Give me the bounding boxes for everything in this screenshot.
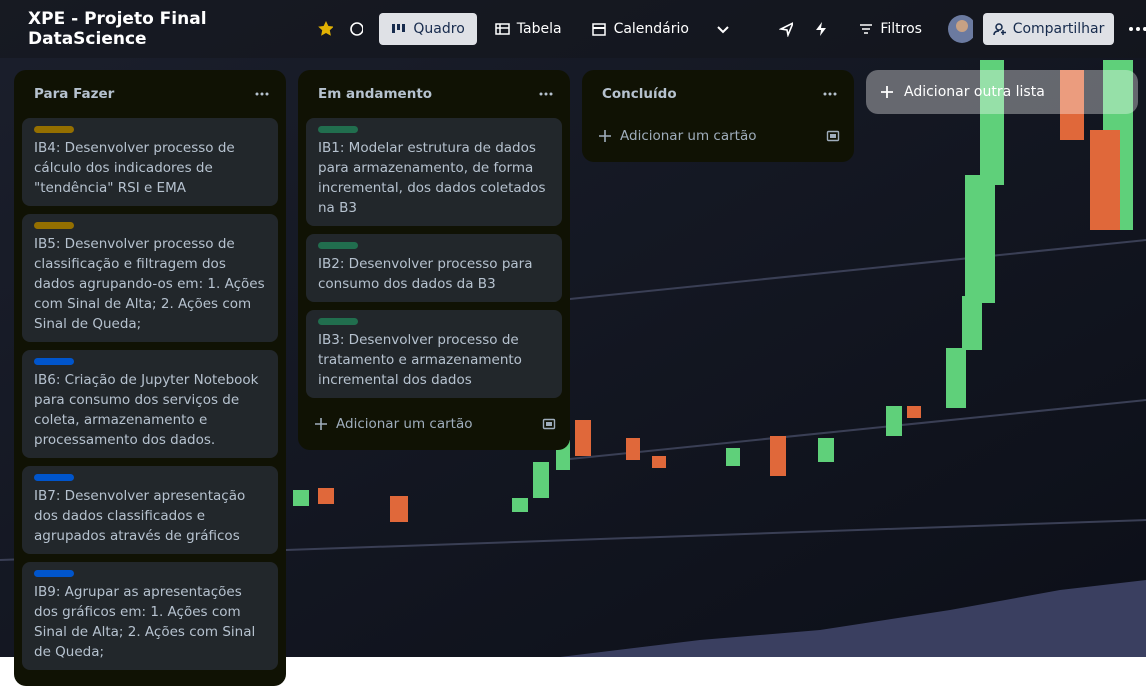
filters-button[interactable]: Filtros: [847, 13, 934, 45]
card[interactable]: IB3: Desenvolver processo de tratamento …: [306, 310, 562, 398]
automation-icon[interactable]: [813, 21, 827, 37]
list: Em andamento IB1: Modelar estrutura de da…: [298, 70, 570, 450]
card[interactable]: IB1: Modelar estrutura de dados para arm…: [306, 118, 562, 226]
plus-icon: [881, 86, 893, 98]
plus-icon: [599, 130, 611, 142]
list-menu-icon[interactable]: [822, 87, 838, 101]
list-header: Concluído: [582, 70, 854, 118]
view-icon: [591, 23, 606, 36]
list-menu-icon[interactable]: [254, 87, 270, 101]
card-text: IB4: Desenvolver processo de cálculo dos…: [34, 140, 235, 196]
template-icon: [542, 418, 556, 430]
card-text: IB5: Desenvolver processo de classificaç…: [34, 236, 265, 332]
add-list-button[interactable]: Adicionar outra lista: [866, 70, 1138, 114]
view-icon: [495, 23, 510, 35]
view-label: Quadro: [413, 21, 465, 37]
card[interactable]: IB7: Desenvolver apresentação dos dados …: [22, 466, 278, 554]
card-text: IB3: Desenvolver processo de tratamento …: [318, 332, 522, 388]
share-icon: [992, 23, 1006, 36]
header: XPE - Projeto Final DataScience Quadro Ta…: [0, 0, 1146, 58]
add-card-label: Adicionar um cartão: [620, 128, 757, 144]
add-card-label: Adicionar um cartão: [336, 416, 473, 432]
view-tab[interactable]: Quadro: [379, 13, 477, 45]
avatar[interactable]: [947, 15, 973, 43]
view-switcher: Quadro Tabela Calendário: [379, 13, 707, 45]
card-text: IB2: Desenvolver processo para consumo d…: [318, 256, 533, 292]
list: Para Fazer IB4: Desenvolver processo de c…: [14, 70, 286, 686]
card[interactable]: IB6: Criação de Jupyter Notebook para co…: [22, 350, 278, 458]
view-label: Calendário: [613, 21, 689, 37]
card-label: [34, 222, 74, 229]
filter-icon: [860, 24, 873, 34]
card-label: [34, 570, 74, 577]
card[interactable]: IB2: Desenvolver processo para consumo d…: [306, 234, 562, 302]
add-card: Adicionar um cartão: [598, 128, 757, 144]
add-card-button[interactable]: Adicionar um cartão: [582, 118, 854, 154]
card-label: [318, 126, 358, 133]
card-label: [34, 474, 74, 481]
share-button[interactable]: Compartilhar: [982, 13, 1115, 45]
menu-icon[interactable]: [1128, 21, 1146, 37]
list-header: Em andamento: [298, 70, 570, 118]
view-tab[interactable]: Tabela: [483, 13, 574, 45]
power-ups-icon[interactable]: [779, 21, 794, 37]
filters-label: Filtros: [880, 21, 922, 37]
list-menu-icon[interactable]: [538, 87, 554, 101]
list-header: Para Fazer: [14, 70, 286, 118]
card-text: IB1: Modelar estrutura de dados para arm…: [318, 140, 546, 216]
board-title[interactable]: XPE - Projeto Final DataScience: [28, 9, 207, 49]
card[interactable]: IB9: Agrupar as apresentações dos gráfic…: [22, 562, 278, 670]
list: Concluído Adicionar um cartão: [582, 70, 854, 162]
card-text: IB9: Agrupar as apresentações dos gráfic…: [34, 584, 256, 660]
card-label: [318, 318, 358, 325]
add-card-button[interactable]: Adicionar um cartão: [298, 406, 570, 442]
star-icon[interactable]: [317, 20, 334, 38]
view-label: Tabela: [516, 21, 562, 37]
card-label: [34, 126, 74, 133]
share-label: Compartilhar: [1012, 21, 1105, 37]
visibility-icon[interactable]: [349, 21, 364, 37]
card-label: [34, 358, 74, 365]
template-icon: [826, 130, 840, 142]
list-title[interactable]: Para Fazer: [34, 86, 115, 102]
more-views-icon[interactable]: [715, 21, 729, 37]
plus-icon: [315, 418, 327, 430]
card-label: [318, 242, 358, 249]
view-icon: [392, 24, 406, 33]
view-tab[interactable]: Calendário: [580, 13, 701, 45]
card[interactable]: IB5: Desenvolver processo de classificaç…: [22, 214, 278, 342]
card-text: IB6: Criação de Jupyter Notebook para co…: [34, 372, 259, 448]
card-text: IB7: Desenvolver apresentação dos dados …: [34, 488, 246, 544]
add-list-label: Adicionar outra lista: [904, 84, 1045, 100]
list-title[interactable]: Em andamento: [318, 86, 433, 102]
card[interactable]: IB4: Desenvolver processo de cálculo dos…: [22, 118, 278, 206]
list-title[interactable]: Concluído: [602, 86, 677, 102]
add-card: Adicionar um cartão: [314, 416, 473, 432]
